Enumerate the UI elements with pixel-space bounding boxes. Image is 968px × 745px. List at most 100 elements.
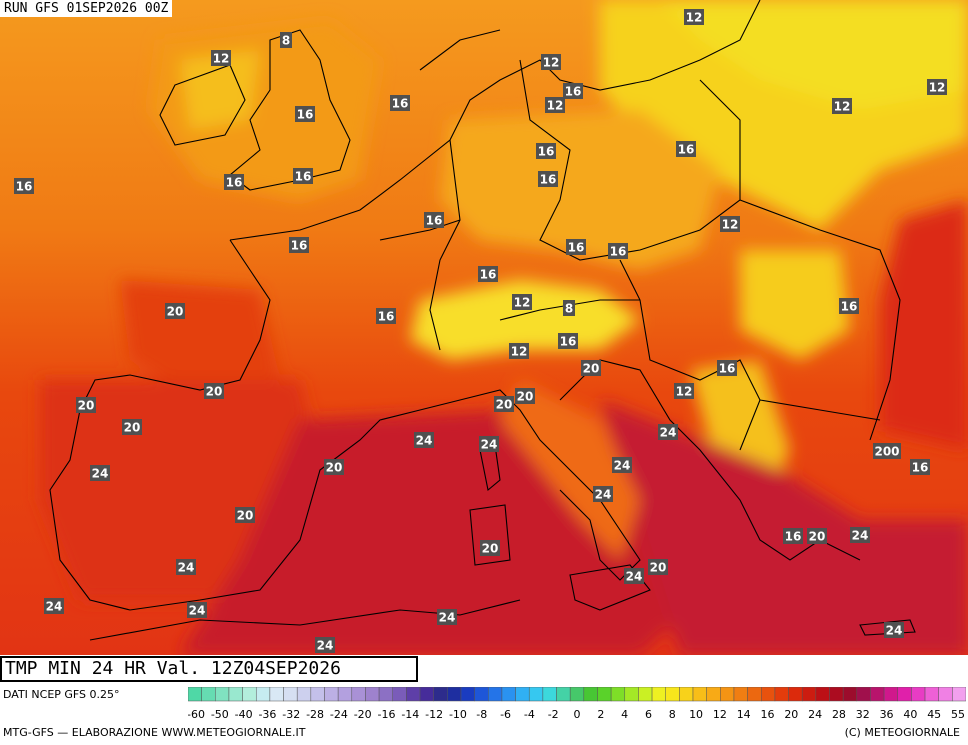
temperature-label: 16 bbox=[558, 333, 578, 349]
scale-tick-label: 10 bbox=[689, 708, 703, 721]
temperature-label: 12 bbox=[509, 343, 529, 359]
color-swatch bbox=[569, 687, 585, 702]
color-swatch bbox=[215, 687, 230, 702]
temperature-label: 16 bbox=[424, 212, 444, 228]
temperature-label: 12 bbox=[211, 50, 231, 66]
color-swatch bbox=[433, 687, 448, 702]
temperature-value: 16 bbox=[540, 173, 557, 187]
temperature-label: 16 bbox=[289, 237, 309, 253]
color-swatch bbox=[952, 687, 966, 702]
temperature-label: 20 bbox=[807, 528, 827, 544]
scale-tick-label: 8 bbox=[669, 708, 676, 721]
temperature-labels: 12 8 12 12 12 16 16 12 12 16 16 16 16 16 16 16 12 16 16 16 1… bbox=[14, 9, 947, 653]
scale-tick-label: 16 bbox=[761, 708, 775, 721]
color-swatch bbox=[829, 687, 844, 702]
temperature-value: 12 bbox=[547, 99, 564, 113]
temperature-label: 24 bbox=[437, 609, 457, 625]
color-swatch bbox=[228, 687, 243, 702]
temperature-label: 20 bbox=[581, 360, 601, 376]
temperature-value: 12 bbox=[543, 56, 560, 70]
temperature-label: 20 bbox=[204, 383, 224, 399]
credit-label: MTG-GFS — ELABORAZIONE WWW.METEOGIORNALE… bbox=[3, 726, 306, 739]
color-swatch bbox=[242, 687, 257, 702]
temperature-value: 24 bbox=[660, 426, 677, 440]
temperature-label: 24 bbox=[479, 436, 499, 452]
color-swatch bbox=[870, 687, 885, 702]
temperature-label: 20 bbox=[76, 397, 96, 413]
temperature-value: 20 bbox=[496, 398, 513, 412]
color-swatch bbox=[856, 687, 871, 702]
temperature-value: 24 bbox=[416, 434, 433, 448]
temperature-value: 16 bbox=[295, 170, 312, 184]
temperature-label: 24 bbox=[612, 457, 632, 473]
color-swatch bbox=[501, 687, 516, 702]
color-swatch bbox=[447, 687, 462, 702]
color-swatch bbox=[378, 687, 393, 702]
temperature-value: 16 bbox=[538, 145, 555, 159]
data-source-label: DATI NCEP GFS 0.25° bbox=[3, 688, 120, 701]
temperature-value: 12 bbox=[511, 345, 528, 359]
temperature-label: 12 bbox=[545, 97, 565, 113]
temperature-value: 20 bbox=[583, 362, 600, 376]
temperature-label: 200 bbox=[873, 443, 901, 459]
temperature-label: 12 bbox=[512, 294, 532, 310]
temperature-value: 8 bbox=[565, 302, 573, 316]
temperature-value: 12 bbox=[834, 100, 851, 114]
scale-tick-label: -4 bbox=[524, 708, 535, 721]
copyright-label: (C) METEOGIORNALE bbox=[844, 726, 960, 739]
temperature-label: 20 bbox=[324, 459, 344, 475]
color-swatch bbox=[733, 687, 748, 702]
scale-tick-label: -40 bbox=[235, 708, 253, 721]
temperature-label: 24 bbox=[850, 527, 870, 543]
color-swatch bbox=[365, 687, 380, 702]
color-swatch bbox=[924, 687, 939, 702]
color-swatch bbox=[938, 687, 953, 702]
temperature-label: 16 bbox=[376, 308, 396, 324]
scale-tick-label: -50 bbox=[211, 708, 229, 721]
temperature-label: 16 bbox=[14, 178, 34, 194]
temperature-label: 24 bbox=[414, 432, 434, 448]
scale-tick-label: -28 bbox=[306, 708, 324, 721]
temperature-value: 16 bbox=[392, 97, 409, 111]
temperature-label: 16 bbox=[910, 459, 930, 475]
scale-tick-label: 36 bbox=[880, 708, 894, 721]
temperature-label: 16 bbox=[538, 171, 558, 187]
scale-tick-label: -14 bbox=[401, 708, 419, 721]
temperature-value: 12 bbox=[722, 218, 739, 232]
temperature-label: 20 bbox=[122, 419, 142, 435]
temperature-value: 12 bbox=[213, 52, 230, 66]
temperature-label: 16 bbox=[839, 298, 859, 314]
temperature-label: 12 bbox=[684, 9, 704, 25]
temperature-value: 20 bbox=[206, 385, 223, 399]
color-swatch bbox=[542, 687, 557, 702]
temperature-value: 16 bbox=[291, 239, 308, 253]
color-swatch bbox=[679, 687, 694, 702]
scale-tick-label: 14 bbox=[737, 708, 751, 721]
temperature-label: 20 bbox=[494, 396, 514, 412]
temperature-value: 16 bbox=[678, 143, 695, 157]
scale-tick-label: -36 bbox=[258, 708, 276, 721]
color-swatch bbox=[269, 687, 284, 702]
temperature-value: 12 bbox=[686, 11, 703, 25]
color-swatch bbox=[720, 687, 735, 702]
color-swatch bbox=[201, 687, 216, 702]
temperature-value: 24 bbox=[886, 624, 903, 638]
temperature-value: 20 bbox=[650, 561, 667, 575]
temperature-value: 24 bbox=[317, 639, 334, 653]
temperature-label: 16 bbox=[536, 143, 556, 159]
color-swatch bbox=[474, 687, 489, 702]
temperature-label: 20 bbox=[165, 303, 185, 319]
temperature-label: 24 bbox=[90, 465, 110, 481]
temperature-value: 24 bbox=[439, 611, 456, 625]
color-swatch bbox=[324, 687, 339, 702]
temperature-label: 24 bbox=[176, 559, 196, 575]
scale-tick-label: 45 bbox=[927, 708, 941, 721]
temperature-value: 8 bbox=[282, 34, 290, 48]
color-swatch bbox=[255, 687, 271, 702]
temperature-value: 24 bbox=[626, 570, 643, 584]
temperature-value: 16 bbox=[378, 310, 395, 324]
color-swatch bbox=[556, 687, 571, 702]
color-swatch bbox=[337, 687, 353, 702]
temperature-value: 12 bbox=[514, 296, 531, 310]
color-swatch bbox=[801, 687, 817, 702]
